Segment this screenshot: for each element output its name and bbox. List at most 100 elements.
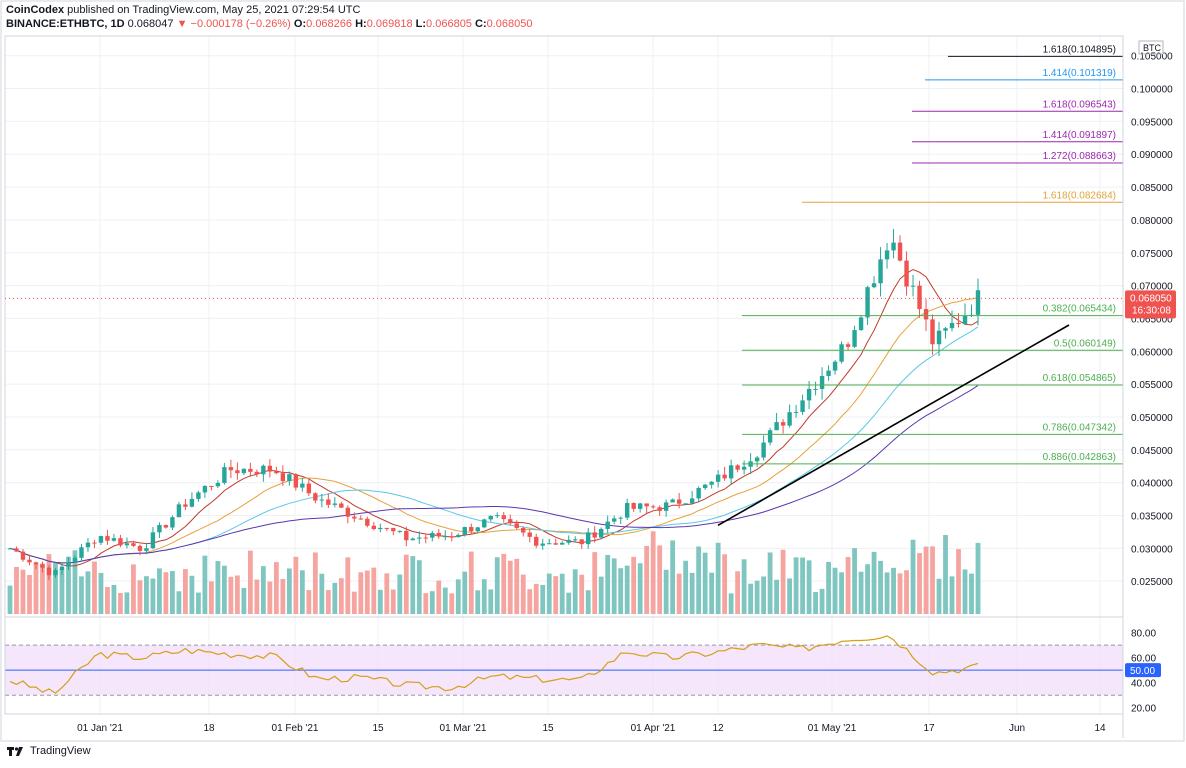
- volume-bar: [468, 551, 474, 614]
- candle-body: [813, 388, 818, 390]
- volume-bar: [338, 578, 344, 614]
- volume-bar: [787, 578, 792, 614]
- price-tick-label: 0.030000: [1131, 544, 1173, 555]
- volume-bar: [124, 592, 130, 614]
- price-tick-label: 0.070000: [1131, 282, 1173, 293]
- price-tick-label: 0.095000: [1131, 117, 1173, 128]
- time-tick-label: 01 Jan '21: [77, 723, 123, 734]
- volume-bar: [46, 554, 52, 614]
- volume-bar: [449, 593, 455, 614]
- price-tick-label: 0.065000: [1131, 314, 1173, 325]
- volume-bar: [514, 558, 520, 614]
- rsi-pane: [5, 635, 1123, 696]
- volume-bar: [917, 553, 922, 614]
- outer-border: [0, 0, 1185, 742]
- candle-body: [904, 260, 909, 287]
- volume-bar: [670, 540, 676, 614]
- volume-bar: [416, 560, 422, 614]
- candle-body: [144, 548, 149, 551]
- candle-body: [85, 542, 91, 548]
- change-value: −0.000178 (−0.26%): [190, 18, 291, 30]
- candle-body: [423, 537, 428, 539]
- volume-bar: [221, 565, 227, 614]
- volume-bar: [540, 584, 546, 614]
- volume-bar: [202, 555, 208, 614]
- volume-bar: [137, 580, 143, 614]
- candle-body: [676, 499, 682, 504]
- candle-body: [222, 467, 227, 483]
- volume-bar: [377, 589, 383, 614]
- candle-body: [702, 484, 708, 489]
- candle-body: [819, 375, 825, 389]
- candle-body: [384, 527, 390, 529]
- candle-body: [313, 493, 318, 501]
- ma200-line: [9, 384, 979, 564]
- candle-body: [761, 442, 766, 458]
- candle-body: [235, 470, 240, 474]
- candle-body: [202, 486, 208, 493]
- candle-body: [618, 517, 623, 519]
- volume-bar: [429, 591, 435, 614]
- symbol-name[interactable]: BINANCE:ETHBTC, 1D: [6, 18, 125, 30]
- volume-bar: [85, 571, 91, 614]
- candle-body: [111, 538, 117, 541]
- candle-body: [495, 515, 500, 517]
- candle-body: [547, 543, 552, 545]
- volume-bar: [579, 574, 585, 614]
- candle-body: [319, 499, 325, 501]
- candle-body: [46, 567, 52, 576]
- volume-bar: [761, 576, 767, 614]
- volume-bar: [92, 561, 97, 614]
- rsi-value-badge: [1125, 663, 1161, 678]
- volume-bar: [923, 546, 929, 614]
- volume-bar: [79, 576, 84, 614]
- volume-bar: [286, 568, 292, 614]
- candle-body: [404, 530, 409, 541]
- rsi-tick-label: 60.00: [1131, 654, 1156, 665]
- volume-bar: [702, 552, 708, 614]
- volume-bar: [592, 552, 598, 614]
- volume-bar: [345, 557, 351, 614]
- volume-bar: [384, 573, 390, 614]
- price-tick-label: 0.105000: [1131, 52, 1173, 63]
- volume-bar: [631, 556, 637, 614]
- publisher-name[interactable]: CoinCodex: [6, 4, 65, 16]
- candle-body: [378, 527, 383, 530]
- candle-body: [248, 468, 253, 472]
- volume-bar: [572, 569, 578, 614]
- candle-body: [754, 457, 760, 462]
- volume-bar: [306, 590, 312, 614]
- candle-body: [14, 548, 19, 552]
- volume-bar: [228, 576, 234, 614]
- candle-body: [943, 328, 948, 331]
- fib-label: 0.886(0.042863): [1043, 452, 1116, 463]
- volume-bar: [949, 576, 955, 614]
- volume-bar: [410, 556, 416, 614]
- candle-body: [306, 483, 312, 494]
- volume-bar: [14, 566, 19, 614]
- candle-body: [417, 537, 422, 539]
- candle-body: [79, 547, 84, 558]
- open-value: 0.068266: [306, 18, 353, 30]
- price-tick-label: 0.100000: [1131, 85, 1173, 96]
- candle-body: [358, 518, 364, 520]
- candle-body: [637, 503, 643, 509]
- chart-header: CoinCodex published on TradingView.com, …: [6, 3, 533, 31]
- candle-body: [397, 530, 402, 532]
- candle-body: [592, 532, 597, 538]
- candle-body: [598, 528, 604, 538]
- volume-bar: [33, 564, 39, 614]
- volume-bar: [650, 531, 656, 614]
- volume-bar: [312, 552, 318, 614]
- volume-bar: [241, 587, 247, 614]
- open-label: O:: [293, 18, 307, 30]
- volume-bar: [208, 581, 214, 614]
- volume-bar: [390, 589, 396, 614]
- volume-bar: [319, 573, 325, 614]
- candle-body: [189, 498, 195, 507]
- volume-bar: [735, 571, 741, 614]
- tradingview-brand[interactable]: TradingView: [30, 745, 91, 757]
- candle-body: [300, 483, 305, 488]
- price-tick-label: 0.035000: [1131, 511, 1173, 522]
